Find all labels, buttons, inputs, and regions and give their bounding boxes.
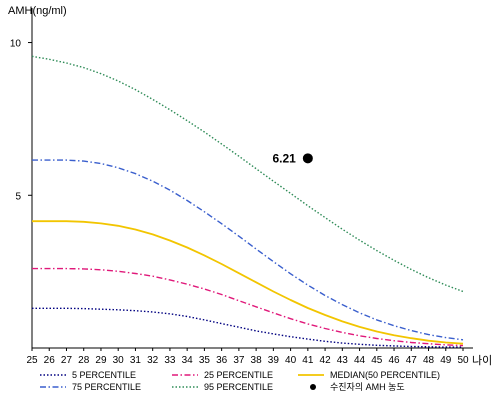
points-layer: 6.21 bbox=[272, 151, 313, 165]
series-line-95-percentile bbox=[31, 55, 464, 293]
x-tick-label: 49 bbox=[440, 355, 452, 366]
x-axis-label: 나이 bbox=[472, 354, 492, 367]
x-tick-label: 47 bbox=[406, 355, 418, 366]
x-tick-label: 48 bbox=[423, 355, 435, 366]
x-tick-label: 40 bbox=[285, 355, 297, 366]
series-line-75-percentile bbox=[32, 159, 464, 341]
x-tick-label: 30 bbox=[113, 355, 125, 366]
legend-label: 95 PERCENTILE bbox=[204, 382, 273, 392]
x-tick-label: 31 bbox=[130, 355, 142, 366]
x-tick-label: 28 bbox=[78, 355, 90, 366]
x-tick-label: 50 bbox=[457, 355, 469, 366]
series-line-5-percentile bbox=[32, 307, 463, 348]
series-line-median-50-percentile- bbox=[32, 220, 464, 345]
x-tick-label: 35 bbox=[199, 355, 211, 366]
x-tick-label: 34 bbox=[182, 355, 194, 366]
legend-label: MEDIAN(50 PERCENTILE) bbox=[330, 370, 440, 380]
legend-label: 25 PERCENTILE bbox=[204, 370, 273, 380]
series-line-25-percentile bbox=[32, 267, 464, 347]
y-axis-label: AMH(ng/ml) bbox=[8, 5, 67, 17]
x-tick-label: 43 bbox=[337, 355, 349, 366]
y-tick-label: 10 bbox=[10, 39, 22, 50]
axes: 5 10 25 26 27 28 29 30 31 32 33 34 35 36 37 38 39 40 41 42 4… bbox=[8, 5, 492, 367]
x-tick-label: 25 bbox=[26, 355, 38, 366]
patient-amh-point bbox=[302, 153, 313, 164]
x-tick-label: 27 bbox=[61, 355, 73, 366]
x-tick-label: 38 bbox=[251, 355, 263, 366]
x-tick-label: 46 bbox=[388, 355, 400, 366]
legend-label: 75 PERCENTILE bbox=[72, 382, 141, 392]
x-tick-label: 32 bbox=[147, 355, 159, 366]
legend-label: 5 PERCENTILE bbox=[72, 370, 136, 380]
x-tick-label: 29 bbox=[95, 355, 107, 366]
y-tick-label: 5 bbox=[15, 191, 21, 202]
patient-amh-value-label: 6.21 bbox=[272, 151, 296, 165]
x-tick-label: 39 bbox=[268, 355, 280, 366]
x-tick-label: 37 bbox=[233, 355, 245, 366]
x-tick-label: 36 bbox=[216, 355, 228, 366]
legend-label: 수진자의 AMH 농도 bbox=[330, 382, 405, 392]
x-tick-label: 42 bbox=[320, 355, 332, 366]
x-tick-label: 45 bbox=[371, 355, 383, 366]
x-tick-label: 26 bbox=[44, 355, 56, 366]
x-tick-label: 33 bbox=[164, 355, 176, 366]
legend-swatch-point bbox=[310, 384, 316, 390]
x-tick-label: 41 bbox=[302, 355, 314, 366]
series-layer bbox=[31, 55, 464, 348]
legend: 5 PERCENTILE 25 PERCENTILE MEDIAN(50 PERCE… bbox=[40, 370, 440, 392]
x-tick-label: 44 bbox=[354, 355, 366, 366]
